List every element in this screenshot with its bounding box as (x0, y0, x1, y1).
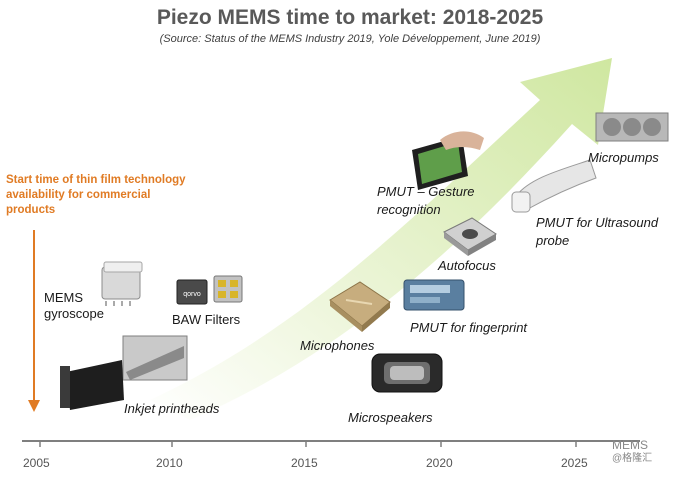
year-label-2010: 2010 (156, 456, 183, 470)
label-microphones: Microphones (300, 338, 375, 353)
inkjet-printhead-image (60, 335, 188, 410)
label-microspeakers: Microspeakers (348, 410, 433, 425)
baw-chip-brand-text: qorvo (183, 291, 201, 298)
label-pmut-fingerprint: PMUT for fingerprint (410, 320, 528, 335)
timeline-ticks (39, 441, 577, 447)
label-autofocus: Autofocus (438, 258, 496, 273)
autofocus-module-image (443, 217, 497, 256)
label-pmut-gesture: PMUT – Gesture recognition (377, 184, 475, 217)
micropump-image (595, 112, 669, 142)
watermark-title: MEMS (612, 438, 648, 452)
page-title: Piezo MEMS time to market: 2018-2025 (156, 6, 544, 29)
year-label-2005: 2005 (23, 456, 50, 470)
year-label-2020: 2020 (426, 456, 453, 470)
label-micropumps: Micropumps (588, 150, 659, 165)
gyroscope-package-image (101, 261, 143, 306)
label-inkjet-printheads: Inkjet printheads (124, 401, 220, 416)
label-pmut-ultrasound: PMUT for Ultrasound probe (536, 215, 659, 248)
watermark: MEMS @格隆汇 (612, 439, 652, 465)
fingerprint-sensor-image (403, 279, 465, 311)
start-time-note: Start time of thin film technology avail… (6, 174, 186, 216)
year-label-2025: 2025 (561, 456, 588, 470)
watermark-subtitle: @格隆汇 (612, 453, 653, 464)
gesture-tablet-image (412, 131, 484, 190)
microphone-package-image (329, 281, 391, 332)
microspeaker-image (371, 353, 443, 393)
label-baw-filters: BAW Filters (172, 312, 241, 327)
source-citation: (Source: Status of the MEMS Industry 201… (159, 33, 541, 45)
baw-filter-chips-image (176, 275, 243, 305)
ultrasound-probe-image (511, 159, 597, 213)
growth-arrow (150, 58, 612, 420)
year-label-2015: 2015 (291, 456, 318, 470)
start-time-arrow (28, 230, 40, 412)
label-mems-gyroscope: MEMS gyroscope (44, 290, 104, 321)
